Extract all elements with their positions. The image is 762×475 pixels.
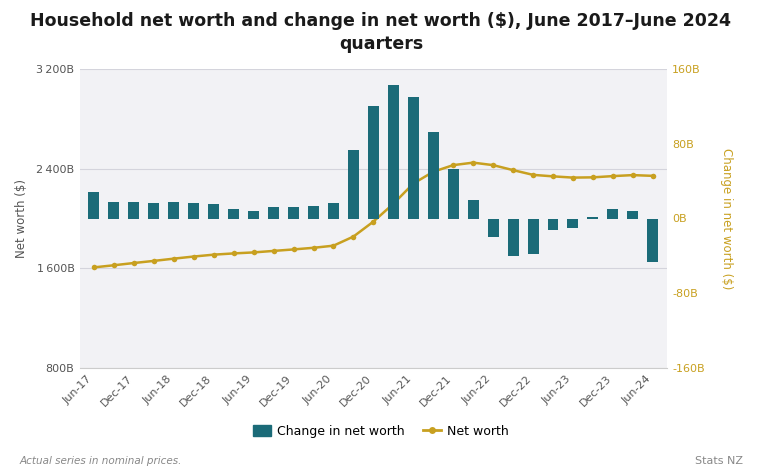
- Net worth: [628, 172, 637, 178]
- Bar: [647, 218, 658, 263]
- Bar: [88, 192, 100, 218]
- Net worth: [209, 252, 218, 257]
- Bar: [149, 203, 159, 218]
- Bar: [288, 207, 299, 218]
- Net worth: [130, 260, 139, 266]
- Bar: [268, 207, 279, 218]
- Bar: [388, 85, 399, 218]
- Bar: [507, 218, 519, 256]
- Net worth: [508, 167, 517, 173]
- Text: Actual series in nominal prices.: Actual series in nominal prices.: [19, 456, 181, 466]
- Bar: [308, 206, 319, 219]
- Net worth: [149, 258, 158, 264]
- Bar: [248, 211, 259, 218]
- Y-axis label: Change in net worth ($): Change in net worth ($): [719, 148, 733, 289]
- Bar: [108, 202, 120, 218]
- Bar: [588, 217, 598, 218]
- Net worth: [229, 251, 239, 256]
- Net worth: [429, 169, 438, 175]
- Bar: [168, 202, 179, 218]
- Net worth: [89, 265, 98, 270]
- Net worth: [289, 247, 298, 252]
- Net worth: [608, 173, 617, 179]
- Net worth: [249, 249, 258, 255]
- Bar: [188, 203, 199, 218]
- Text: Stats NZ: Stats NZ: [695, 456, 743, 466]
- Net worth: [110, 262, 119, 268]
- Net worth: [189, 254, 198, 259]
- Net worth: [449, 162, 458, 168]
- Bar: [408, 97, 419, 218]
- Net worth: [549, 173, 558, 179]
- Net worth: [329, 243, 338, 248]
- Net worth: [469, 160, 478, 165]
- Bar: [208, 204, 219, 218]
- Net worth: [488, 162, 498, 168]
- Bar: [607, 209, 618, 218]
- Bar: [488, 218, 498, 237]
- Line: Net worth: Net worth: [91, 160, 655, 270]
- Bar: [228, 209, 239, 218]
- Bar: [368, 106, 379, 218]
- Bar: [427, 132, 439, 218]
- Text: Household net worth and change in net worth ($), June 2017–June 2024
quarters: Household net worth and change in net wo…: [30, 12, 732, 54]
- Net worth: [269, 248, 278, 254]
- Net worth: [568, 175, 578, 180]
- Bar: [328, 203, 339, 218]
- Bar: [129, 202, 139, 218]
- Bar: [568, 218, 578, 228]
- Bar: [448, 169, 459, 218]
- Net worth: [349, 234, 358, 239]
- Legend: Change in net worth, Net worth: Change in net worth, Net worth: [248, 419, 514, 443]
- Y-axis label: Net worth ($): Net worth ($): [15, 179, 28, 258]
- Bar: [548, 218, 559, 230]
- Bar: [348, 150, 359, 218]
- Bar: [527, 218, 539, 254]
- Net worth: [369, 219, 378, 225]
- Net worth: [309, 245, 318, 251]
- Net worth: [529, 172, 538, 178]
- Net worth: [169, 256, 178, 262]
- Net worth: [408, 180, 418, 186]
- Net worth: [389, 201, 398, 207]
- Bar: [468, 200, 479, 218]
- Net worth: [588, 174, 597, 180]
- Bar: [627, 211, 639, 218]
- Net worth: [648, 173, 658, 179]
